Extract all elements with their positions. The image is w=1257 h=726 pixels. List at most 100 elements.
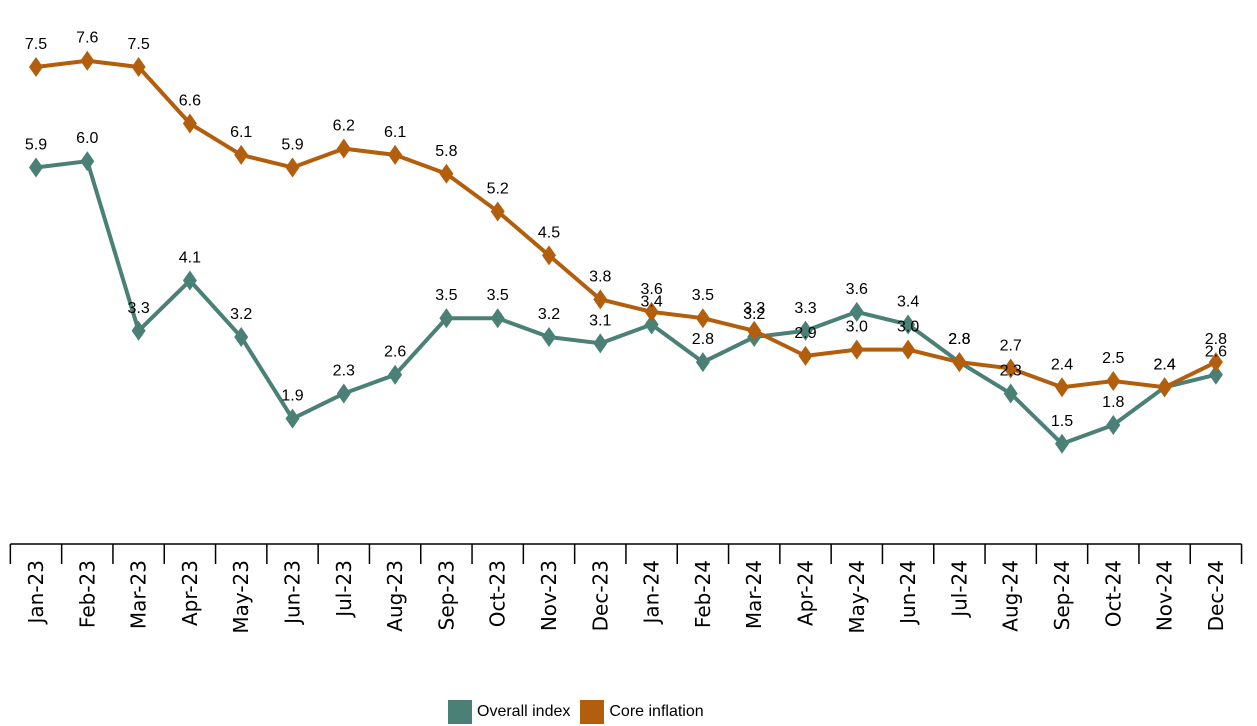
x-tick-label: Jan-23 [24,560,48,626]
legend-swatch-core [580,700,605,724]
data-label: 2.5 [1102,350,1124,367]
data-point [131,57,146,77]
data-label: 5.9 [25,136,47,153]
legend-swatch-overall [448,700,472,724]
data-point [695,352,710,373]
data-label: 2.3 [1000,363,1022,380]
data-label: 1.9 [281,388,303,405]
x-tick-label: Mar-23 [127,560,151,629]
x-tick-label: Sep-23 [434,560,458,630]
series-line-overall [35,159,1217,446]
data-label: 3.5 [487,287,509,304]
data-label: 2.8 [692,331,714,348]
data-point [490,201,505,222]
data-point [695,308,710,329]
data-label: 3.3 [127,300,149,317]
x-tick-label: May-24 [845,560,869,634]
data-label: 7.5 [127,36,149,53]
data-label: 6.2 [333,118,355,135]
data-label: 3.5 [435,287,457,304]
data-label: 3.4 [897,293,919,310]
x-tick-label: Jul-24 [947,560,971,619]
x-tick-label: Jun-24 [896,560,920,626]
data-point [1208,364,1223,385]
data-label: 2.3 [333,363,355,380]
data-label: 7.5 [25,36,47,53]
data-point [1003,358,1018,379]
data-label: 3.6 [846,281,868,298]
data-point [285,157,300,178]
data-point [285,408,300,429]
data-label: 3.5 [692,287,714,304]
x-tick-label: Jul-23 [332,560,356,619]
x-tick-label: Dec-23 [588,560,612,631]
data-point [901,339,916,360]
x-axis: Jan-23 Feb-23 Mar-23 Apr-23 May-23 Jun-23 Jul-… [9,543,1243,634]
data-point [952,352,967,373]
data-point [80,50,95,71]
data-point [29,157,43,178]
x-tick-label: Aug-23 [383,560,407,632]
data-label: 3.0 [897,319,919,336]
data-point [849,301,864,322]
data-label: 2.9 [794,325,816,342]
data-point [439,163,454,184]
legend-label-core: Core inflation [609,703,704,720]
data-label: 4.5 [538,224,560,241]
data-label: 6.6 [179,93,201,110]
data-label: 4.1 [179,250,201,267]
data-label: 7.6 [76,30,98,47]
x-tick-label: Oct-24 [1101,560,1125,627]
data-label: 6.0 [76,130,98,147]
data-point [1157,377,1172,398]
data-point [80,151,95,172]
data-label: 3.2 [230,306,252,323]
legend-item-overall: Overall index [448,700,570,724]
data-point [593,333,608,354]
data-point [901,314,916,335]
data-label: 1.5 [1051,413,1073,430]
data-label: 6.1 [384,124,406,141]
x-tick-label: Apr-23 [178,560,202,626]
data-label: 2.7 [1000,337,1022,354]
x-tick-label: Oct-23 [486,560,510,627]
data-label: 2.8 [948,331,970,348]
data-point [644,301,659,322]
data-labels: 5.9 6.0 3.3 4.1 3.2 1.9 2.3 2.6 3.5 3.5 3.2 3.1 3.4 2… [25,30,1227,430]
data-point [490,308,505,329]
data-point [182,270,197,291]
x-tick-label: Apr-24 [794,560,818,626]
x-tick-label: Nov-24 [1153,560,1177,631]
data-label: 2.4 [1153,356,1175,373]
data-point [1055,377,1069,398]
data-point [798,320,813,341]
x-tick-label: Mar-24 [742,560,766,629]
data-point [131,320,146,341]
data-label: 6.1 [230,124,252,141]
data-label: 3.2 [743,306,765,323]
data-label: 2.8 [948,331,970,348]
x-tick-label: May-23 [229,560,253,634]
data-label: 5.8 [435,143,457,160]
data-point [1208,352,1223,373]
data-point [388,364,403,385]
data-point [1106,414,1121,435]
line-chart: Jan-23 Feb-23 Mar-23 Apr-23 May-23 Jun-23 Jul-… [9,30,1243,634]
x-tick-label: Sep-24 [1050,560,1074,630]
data-label: 2.4 [1153,356,1175,373]
data-label: 5.2 [487,180,509,197]
x-tick-label: Feb-23 [75,560,99,628]
data-label: 3.2 [538,306,560,323]
data-point [542,245,556,266]
data-label: 2.6 [1205,344,1227,361]
x-tick-label: Nov-23 [537,560,561,631]
data-point [234,327,249,348]
data-point [1055,433,1069,454]
data-label: 5.9 [281,136,303,153]
legend-label-overall: Overall index [477,703,571,720]
data-point [1106,371,1121,391]
data-point [1003,383,1018,404]
series-layer [29,50,1223,454]
data-label: 3.0 [846,319,868,336]
data-label: 3.1 [589,312,611,329]
